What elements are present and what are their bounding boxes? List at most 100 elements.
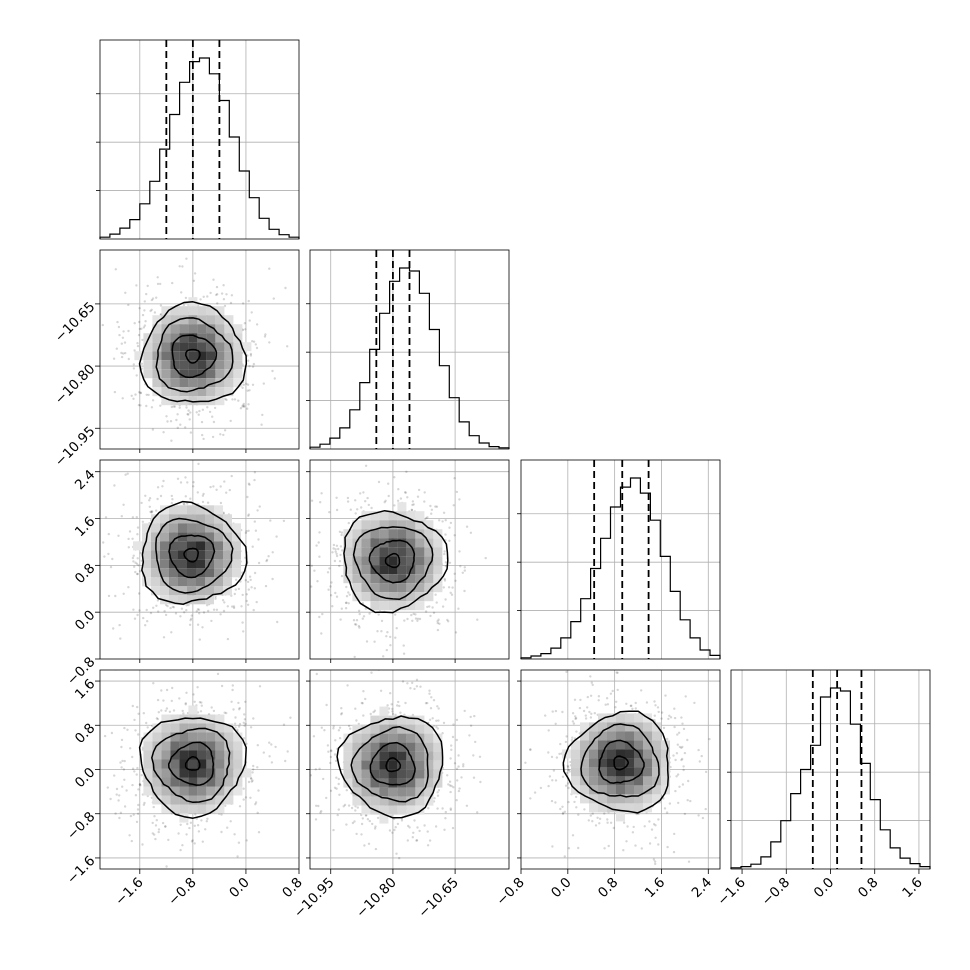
scatter-point (110, 731, 114, 735)
density-cell (643, 740, 652, 750)
density-cell (215, 795, 225, 805)
scatter-point (109, 797, 112, 801)
density-cell (379, 529, 389, 539)
density-cell (215, 342, 225, 352)
scatter-point (455, 490, 459, 494)
density-cell (415, 778, 425, 788)
scatter-point (172, 218, 174, 220)
density-cell (424, 574, 434, 584)
density-cell (232, 550, 241, 560)
scatter-point (575, 806, 578, 809)
scatter-point (202, 611, 206, 614)
density-cell (197, 387, 207, 397)
histogram-0-frame (99, 39, 300, 240)
density-cell (215, 714, 225, 724)
scatter-point (340, 531, 344, 534)
scatter-point (305, 522, 307, 524)
scatter-point (229, 419, 232, 423)
scatter-point (225, 711, 228, 715)
scatter-point (243, 724, 246, 727)
scatter-point (212, 709, 216, 713)
scatter-point (249, 354, 253, 357)
scatter-point (334, 550, 337, 553)
scatter-point (317, 541, 320, 544)
scatter-point (223, 601, 226, 604)
scatter-point (171, 498, 174, 501)
scatter-point (319, 811, 322, 814)
scatter-point (444, 564, 448, 568)
density-cell (352, 520, 362, 530)
density-cell (169, 514, 178, 524)
scatter-point (171, 686, 174, 690)
scatter-point (322, 777, 325, 781)
density-cell (433, 760, 443, 770)
scatter-point (380, 630, 383, 633)
scatter-point (606, 703, 610, 706)
scatter-point (463, 709, 466, 713)
scatter-point (251, 383, 255, 386)
density-cell (361, 538, 371, 548)
scatter-point (664, 694, 667, 697)
scatter-point (554, 779, 558, 782)
density-cell (406, 520, 416, 530)
density-cell (160, 550, 169, 560)
scatter-point (561, 811, 565, 814)
scatter-point (347, 724, 351, 728)
density-cell (170, 360, 180, 370)
density-cell (415, 742, 425, 752)
scatter-point (578, 706, 582, 710)
density-cell (169, 568, 178, 578)
contour-1-2-3 (384, 552, 401, 569)
scatter-point (159, 282, 162, 286)
density-cell (352, 796, 362, 806)
density-cell (161, 387, 171, 397)
scatter-point (242, 798, 245, 801)
density-cell (187, 550, 196, 560)
scatter-point (558, 752, 561, 756)
scatter-point (174, 612, 178, 615)
scatter-point (270, 743, 273, 746)
density-cell (415, 538, 425, 548)
scatter-point (334, 591, 337, 595)
scatter-point (184, 495, 187, 498)
scatter-point (141, 520, 145, 523)
scatter-point (417, 488, 421, 492)
scatter-point (404, 701, 407, 705)
density-cell (206, 786, 216, 796)
scatter-point (249, 796, 252, 799)
scatter-point (335, 496, 338, 499)
scatter-point (442, 721, 446, 725)
scatter-point (185, 257, 188, 260)
scatter-point (411, 836, 414, 839)
scatter-point (136, 344, 140, 348)
scatter-point (385, 635, 388, 638)
scatter-point (573, 698, 577, 701)
scatter-point (211, 435, 215, 439)
scatter-point (238, 708, 241, 711)
scatter-point (155, 604, 158, 607)
scatter-point (207, 609, 210, 613)
scatter-point (268, 341, 271, 344)
density-cell (424, 751, 434, 761)
scatter-point (329, 585, 332, 588)
scatter-point (268, 267, 271, 270)
scatter-point (589, 814, 592, 817)
density-cell (634, 803, 643, 813)
scatter-point (196, 623, 200, 626)
scatter-point (399, 497, 403, 500)
density-cell (406, 556, 416, 566)
scatter-point (338, 793, 341, 796)
scatter-point (629, 704, 632, 708)
density-cell (233, 360, 243, 370)
density-cell (397, 592, 407, 602)
scatter-point (247, 588, 250, 591)
density-cell (206, 351, 216, 361)
density-cell (160, 541, 169, 551)
density-cell (197, 777, 207, 787)
density-cell (397, 733, 407, 743)
density-cell (214, 532, 223, 542)
scatter-point (197, 413, 200, 416)
scatter-point (428, 689, 431, 692)
scatter-point (255, 600, 258, 604)
